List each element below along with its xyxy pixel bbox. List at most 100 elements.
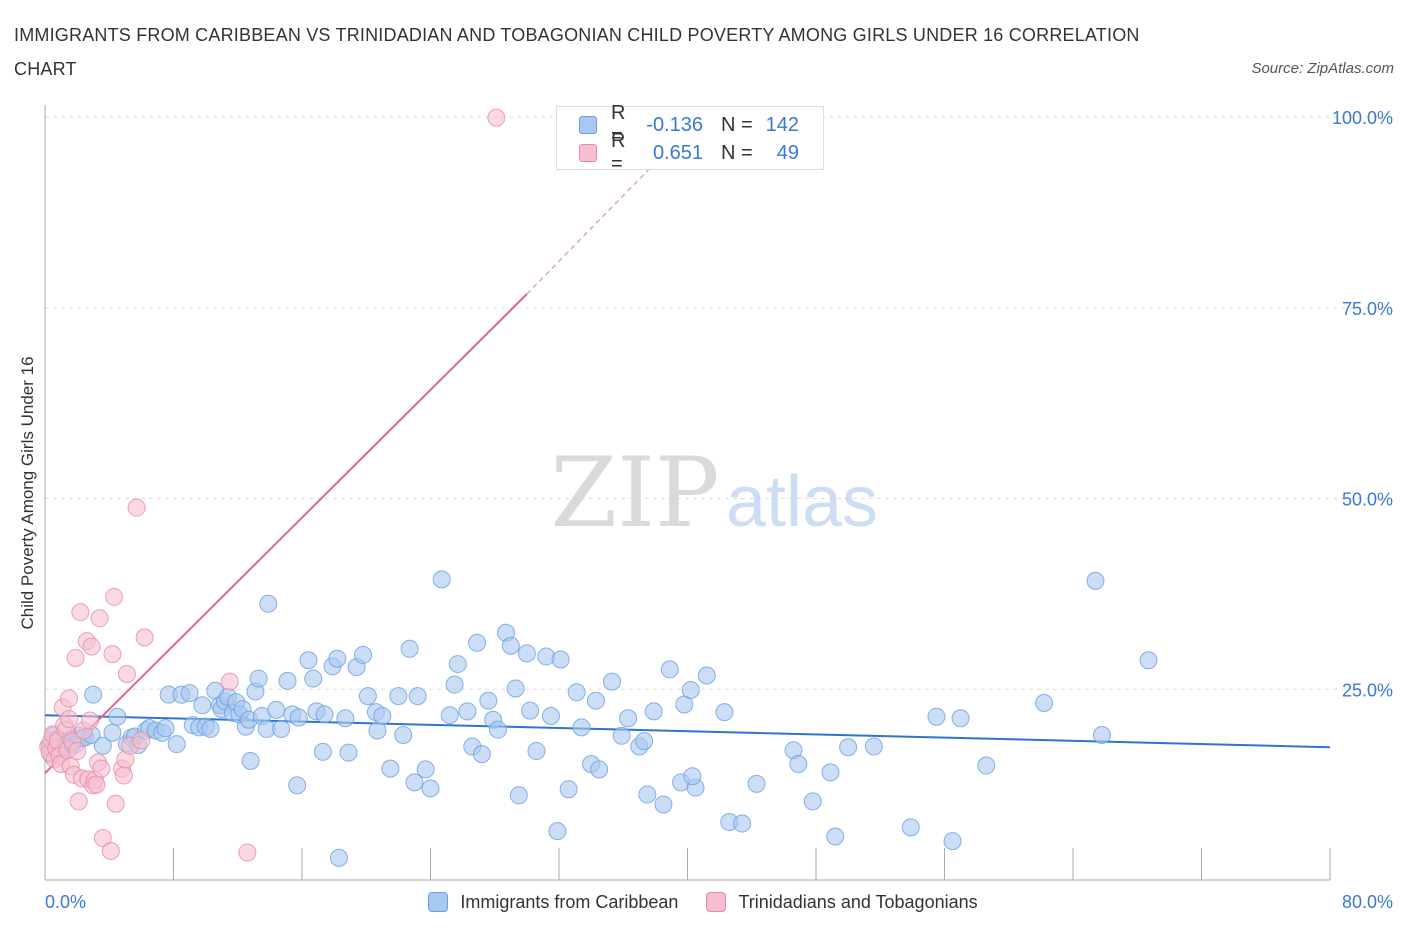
point-caribbean (267, 700, 286, 719)
point-trinidadian (87, 775, 106, 794)
point-caribbean (527, 742, 546, 761)
point-caribbean (381, 759, 400, 778)
point-caribbean (180, 684, 199, 703)
n-value-trinidadian: 49 (776, 141, 799, 164)
point-caribbean (448, 655, 467, 674)
source-label: Source: ZipAtlas.com (1251, 60, 1394, 77)
legend-swatch-trinidadian (579, 144, 597, 162)
x-tick-label-min: 0.0% (45, 892, 86, 912)
point-trinidadian (106, 794, 125, 813)
point-caribbean (509, 786, 528, 805)
point-trinidadian (82, 637, 101, 656)
point-trinidadian (135, 628, 154, 647)
point-caribbean (977, 756, 996, 775)
n-label: N = (721, 141, 753, 164)
n-value-caribbean: 142 (765, 113, 799, 136)
point-caribbean (1092, 726, 1111, 745)
point-caribbean (821, 763, 840, 782)
point-caribbean (167, 735, 186, 754)
point-caribbean (288, 776, 307, 795)
point-caribbean (272, 719, 291, 738)
trend-line-trinidadian-extension (526, 162, 656, 295)
point-caribbean (440, 706, 459, 725)
point-caribbean (638, 785, 657, 804)
legend-item-caribbean[interactable]: Immigrants from Caribbean (428, 892, 678, 913)
point-caribbean (681, 681, 700, 700)
point-caribbean (408, 687, 427, 706)
grid-layer (45, 116, 1390, 690)
point-caribbean (472, 745, 491, 764)
point-caribbean (458, 702, 477, 721)
point-caribbean (521, 701, 540, 720)
point-caribbean (644, 702, 663, 721)
point-caribbean (329, 848, 348, 867)
r-label: R = (611, 102, 626, 147)
point-caribbean (249, 669, 268, 688)
point-caribbean (548, 822, 567, 841)
point-trinidadian (105, 587, 124, 606)
point-caribbean (501, 636, 520, 655)
point-caribbean (551, 650, 570, 669)
point-caribbean (394, 726, 413, 745)
y-tick-label: 25.0% (1342, 680, 1393, 700)
point-caribbean (567, 683, 586, 702)
point-caribbean (432, 570, 451, 589)
point-trinidadian (60, 689, 79, 708)
point-caribbean (488, 720, 507, 739)
point-trinidadian (487, 108, 506, 127)
legend-swatch-caribbean (428, 892, 449, 912)
y-tick-label: 75.0% (1342, 299, 1393, 319)
point-trinidadian (101, 842, 120, 861)
point-caribbean (421, 779, 440, 798)
r-value-trinidadian: 0.651 (652, 141, 703, 164)
point-caribbean (715, 703, 734, 722)
point-caribbean (201, 719, 220, 738)
point-caribbean (299, 651, 318, 670)
point-trinidadian (238, 843, 257, 862)
point-caribbean (803, 792, 822, 811)
point-caribbean (683, 767, 702, 786)
point-caribbean (108, 707, 127, 726)
point-caribbean (603, 672, 622, 691)
point-caribbean (927, 707, 946, 726)
point-trinidadian (80, 711, 99, 730)
legend-swatch-caribbean (579, 116, 597, 134)
point-caribbean (826, 827, 845, 846)
series-legend: Immigrants from Caribbean Trinidadians a… (0, 888, 1406, 916)
point-caribbean (901, 818, 920, 837)
point-caribbean (479, 691, 498, 710)
point-caribbean (468, 633, 487, 652)
chart-title: IMMIGRANTS FROM CARIBBEAN VS TRINIDADIAN… (14, 25, 1140, 79)
point-caribbean (103, 723, 122, 742)
legend-label-trinidadian: Trinidadians and Tobagonians (738, 891, 978, 912)
point-caribbean (259, 594, 278, 613)
r-label: R = (611, 130, 626, 175)
data-points (39, 108, 1158, 867)
point-caribbean (354, 645, 373, 664)
point-caribbean (336, 709, 355, 728)
point-trinidadian (220, 672, 239, 691)
point-caribbean (1035, 693, 1054, 712)
y-tick-label: 100.0% (1332, 108, 1393, 128)
point-trinidadian (69, 792, 88, 811)
point-trinidadian (90, 609, 109, 628)
point-trinidadian (127, 498, 146, 517)
point-trinidadian (71, 603, 90, 622)
point-caribbean (943, 832, 962, 851)
point-caribbean (697, 666, 716, 685)
point-caribbean (1139, 651, 1158, 670)
point-caribbean (373, 706, 392, 725)
point-caribbean (951, 709, 970, 728)
point-caribbean (789, 755, 808, 774)
point-trinidadian (92, 759, 111, 778)
point-caribbean (445, 675, 464, 694)
point-caribbean (400, 639, 419, 658)
tick-labels: 25.0% 50.0% 75.0% 100.0% 0.0% 80.0% (45, 108, 1393, 912)
point-caribbean (389, 687, 408, 706)
point-caribbean (590, 760, 609, 779)
point-caribbean (559, 780, 578, 799)
legend-item-trinidadian[interactable]: Trinidadians and Tobagonians (706, 891, 978, 913)
point-caribbean (517, 644, 536, 663)
point-caribbean (405, 773, 424, 792)
